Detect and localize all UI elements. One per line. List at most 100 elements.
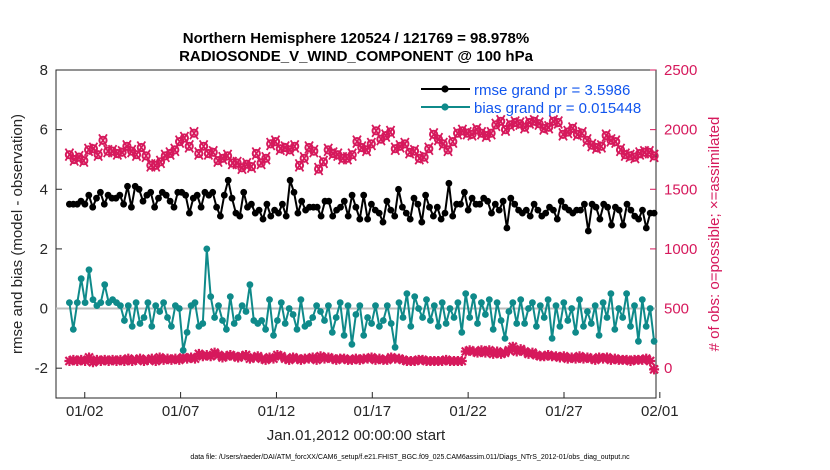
assimilated-point xyxy=(437,356,448,367)
possible-point-cross xyxy=(289,139,300,153)
assimilated-point xyxy=(142,354,153,365)
possible-point xyxy=(448,137,458,147)
rmse-point xyxy=(360,191,368,199)
bias-point xyxy=(635,337,642,345)
bias-point xyxy=(77,275,85,283)
bias-point xyxy=(536,302,544,309)
bias-point xyxy=(576,296,583,303)
assimilated-point xyxy=(531,350,542,361)
assimilated-point xyxy=(103,356,114,367)
rmse-point xyxy=(93,194,100,202)
rmse-point xyxy=(124,182,131,190)
x-axis: 01/02 01/07 01/12 01/17 01/22 01/27 02/01 xyxy=(66,392,679,420)
rmse-point xyxy=(236,212,244,220)
assimilated-point xyxy=(523,348,534,359)
y-axis-left-label: rmse and bias (model - observation) xyxy=(9,114,26,354)
bias-point xyxy=(132,299,140,306)
bias-point xyxy=(395,299,403,306)
assimilated-point xyxy=(197,351,208,362)
bias-point xyxy=(219,317,226,324)
possible-point xyxy=(496,116,506,126)
assimilated-point xyxy=(456,356,467,367)
rmse-point xyxy=(294,209,302,217)
rmse-point xyxy=(151,203,159,211)
possible-point-cross xyxy=(232,156,242,170)
assimilated-point xyxy=(72,356,83,367)
bias-point xyxy=(391,343,399,351)
possible-point-cross xyxy=(385,125,396,139)
bias-point xyxy=(344,302,352,309)
possible-point xyxy=(419,152,429,162)
y-left-tick-label: -2 xyxy=(35,360,48,377)
bias-point xyxy=(117,302,124,309)
rmse-point xyxy=(81,200,89,208)
bias-point xyxy=(289,311,297,318)
rmse-point xyxy=(584,227,592,235)
possible-point-cross xyxy=(299,151,309,165)
bias-point xyxy=(615,305,623,312)
bias-point xyxy=(564,317,572,324)
bias-point xyxy=(482,311,489,318)
possible-point xyxy=(486,128,496,138)
possible-point xyxy=(88,144,99,154)
y-axis-left: -2 0 2 4 6 8 xyxy=(35,62,62,377)
bias-point xyxy=(285,305,293,312)
bias-point xyxy=(69,326,77,333)
bias-point xyxy=(274,317,281,324)
assimilated-point xyxy=(295,354,306,365)
bias-point xyxy=(128,323,136,330)
rmse-point xyxy=(577,206,584,214)
rmse-point xyxy=(248,200,255,208)
rmse-point xyxy=(97,188,104,196)
bias-point xyxy=(470,293,477,300)
possible-point-cross xyxy=(342,151,353,165)
rmse-point xyxy=(557,197,565,205)
possible-point-cross xyxy=(237,161,247,175)
rmse-point xyxy=(240,188,248,196)
possible-point-cross xyxy=(318,155,329,169)
possible-point-cross xyxy=(515,117,525,131)
possible-point-cross xyxy=(472,123,482,137)
bias-point xyxy=(152,302,160,309)
x-tick-label: 01/27 xyxy=(545,403,583,420)
bias-point xyxy=(485,296,493,303)
bias-point xyxy=(230,320,238,327)
possible-point xyxy=(294,160,305,170)
bias-point xyxy=(517,296,525,303)
bias-point xyxy=(160,299,168,306)
possible-point xyxy=(611,137,621,147)
assimilated-point xyxy=(386,352,397,363)
rmse-point xyxy=(484,197,491,205)
bias-point xyxy=(281,320,289,327)
assimilated-point xyxy=(107,354,118,365)
assimilated-point xyxy=(95,356,106,367)
bias-point xyxy=(533,323,540,330)
possible-point xyxy=(467,129,477,139)
bias-point xyxy=(572,329,579,336)
y-right-tick-label: 2500 xyxy=(664,62,697,79)
rmse-point xyxy=(615,206,623,214)
possible-point xyxy=(189,128,199,138)
possible-point-cross xyxy=(98,133,108,147)
rmse-point xyxy=(259,215,267,223)
bias-point xyxy=(529,299,536,306)
possible-point-cross xyxy=(126,144,137,158)
rmse-point xyxy=(491,200,499,208)
bias-point xyxy=(360,332,368,339)
possible-point-cross xyxy=(74,150,84,164)
rmse-point xyxy=(511,200,519,208)
rmse-point xyxy=(139,197,147,205)
assimilated-point xyxy=(166,354,177,365)
rmse-point xyxy=(120,200,127,208)
assimilated-point xyxy=(417,354,428,365)
rmse-point xyxy=(337,203,344,211)
bias-point xyxy=(474,320,481,327)
assimilated-point xyxy=(350,353,361,364)
possible-point xyxy=(544,122,554,132)
legend-rmse-label: rmse grand pr = 3.5986 xyxy=(474,82,630,99)
assimilated-point xyxy=(645,356,656,367)
possible-point-cross xyxy=(366,137,377,151)
bias-point xyxy=(505,308,513,315)
rmse-point xyxy=(627,206,635,214)
